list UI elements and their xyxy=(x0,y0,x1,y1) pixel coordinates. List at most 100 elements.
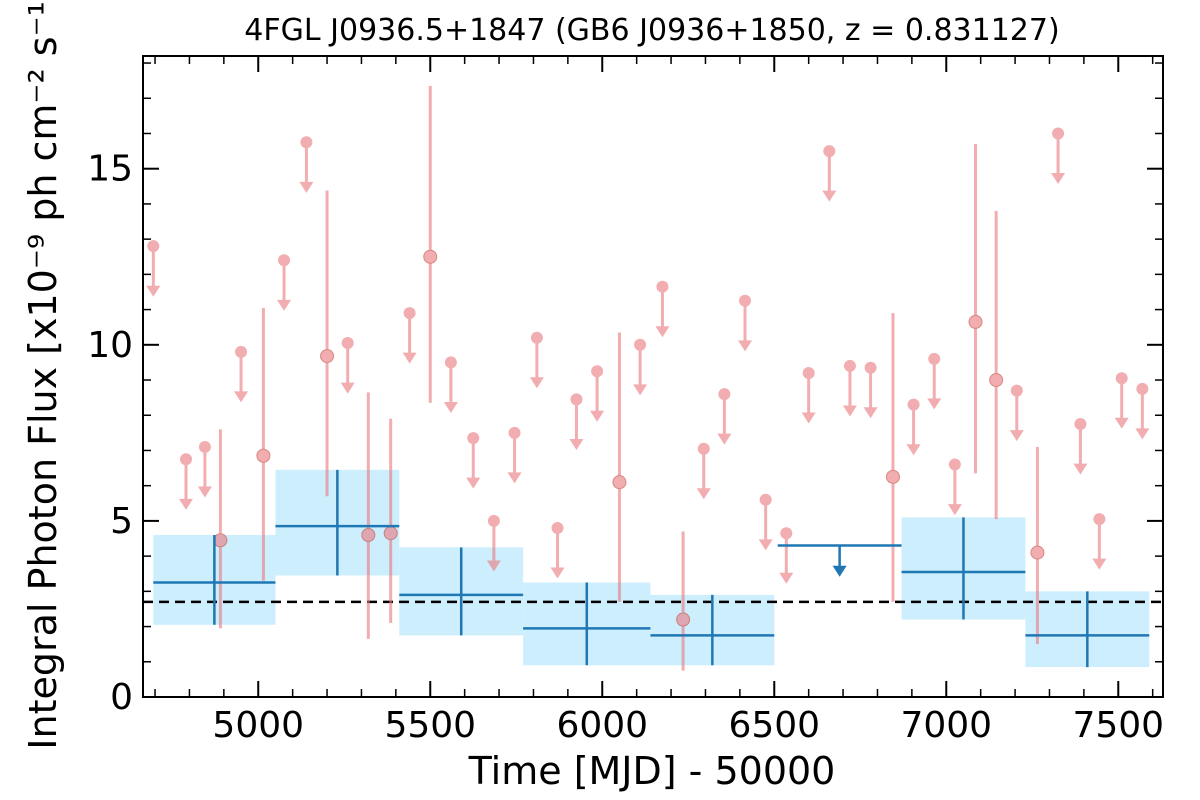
short-bin-point xyxy=(423,249,438,264)
upper-limit-point xyxy=(1093,513,1106,526)
short-bin-upper-limit xyxy=(906,398,921,456)
axes: 5000 5500 6000 6500 7000 7500 0 5 10 15 xyxy=(87,55,1164,746)
upper-limit-arrow-head xyxy=(590,410,605,422)
short-bin-upper-limit xyxy=(842,359,857,417)
long-bin-detection xyxy=(1025,591,1150,668)
short-bin-upper-limit xyxy=(443,356,458,413)
upper-limit-point xyxy=(1074,418,1087,431)
upper-limit-arrow-head xyxy=(234,391,249,403)
y-tick-label: 10 xyxy=(87,325,133,366)
long-bin-detection xyxy=(523,582,651,666)
short-bin-upper-limit xyxy=(779,527,794,584)
short-bin-detection xyxy=(1030,446,1045,645)
short-bin-upper-limit xyxy=(466,432,481,489)
short-bin-upper-limit xyxy=(299,136,314,193)
short-bin-detection xyxy=(612,332,627,602)
short-bin-point xyxy=(612,475,627,490)
upper-limit-arrow-head xyxy=(863,407,878,419)
upper-limit-arrow-head xyxy=(146,285,161,297)
short-bin-upper-limit xyxy=(197,440,212,498)
upper-limit-point xyxy=(948,458,961,471)
upper-limit-point xyxy=(508,426,521,439)
short-bin-upper-limit xyxy=(927,352,942,410)
short-bin-point xyxy=(320,349,335,364)
upper-limit-arrow-head xyxy=(507,472,522,484)
short-bin-upper-limit xyxy=(738,294,753,352)
upper-limit-arrow-head xyxy=(717,433,732,445)
upper-limit-arrow-head xyxy=(197,486,212,498)
x-tick-label: 7000 xyxy=(900,705,992,746)
short-bin-upper-limit xyxy=(633,338,648,396)
short-bin-upper-limit xyxy=(340,337,355,394)
upper-limit-point xyxy=(1115,372,1128,385)
short-bin-upper-limit xyxy=(234,345,249,403)
upper-limit-point xyxy=(864,361,877,374)
short-bin-series xyxy=(146,85,1150,671)
upper-limit-arrow-head xyxy=(779,572,794,584)
upper-limit-point xyxy=(1052,127,1065,140)
x-tick-label: 7500 xyxy=(1072,705,1164,746)
short-bin-upper-limit xyxy=(1135,382,1150,440)
upper-limit-arrow-head xyxy=(655,326,670,338)
upper-limit-arrow-head xyxy=(947,504,962,516)
x-tick-label: 6500 xyxy=(728,705,820,746)
short-bin-detection xyxy=(968,144,983,474)
short-bin-upper-limit xyxy=(1009,384,1024,442)
upper-limit-arrow-head xyxy=(340,382,355,394)
short-bin-upper-limit xyxy=(758,493,773,551)
upper-limit-point xyxy=(487,514,500,527)
upper-limit-arrow-head xyxy=(822,190,837,202)
x-tick-label: 5000 xyxy=(212,705,304,746)
y-tick-label: 5 xyxy=(110,501,133,542)
upper-limit-arrow-head xyxy=(842,405,857,417)
short-bin-point xyxy=(256,448,271,463)
short-bin-detection xyxy=(256,307,271,581)
long-bin-detection xyxy=(650,594,775,666)
upper-limit-arrow-head xyxy=(299,181,314,193)
short-bin-upper-limit xyxy=(550,521,565,579)
upper-limit-arrow-head xyxy=(758,539,773,551)
x-tick-label: 6000 xyxy=(556,705,648,746)
x-axis-title: Time [MJD] - 50000 xyxy=(468,749,836,793)
upper-limit-point xyxy=(802,366,815,379)
upper-limit-point xyxy=(759,493,772,506)
upper-limit-point xyxy=(928,352,941,365)
upper-limit-point xyxy=(403,307,416,320)
long-bin-error-bands xyxy=(153,469,1150,668)
upper-limit-point xyxy=(656,280,669,293)
upper-limit-point xyxy=(444,356,457,369)
short-bin-detection xyxy=(989,210,1004,520)
short-bin-upper-limit xyxy=(507,426,522,484)
upper-limit-arrow-head xyxy=(1073,463,1088,475)
upper-limit-arrow-head xyxy=(179,498,194,510)
short-bin-point xyxy=(383,526,398,541)
y-tick-label: 0 xyxy=(110,677,133,718)
long-bin-detection xyxy=(399,547,524,636)
upper-limit-point xyxy=(591,365,604,378)
x-tick-label: 5500 xyxy=(384,705,476,746)
upper-limit-point xyxy=(570,393,583,406)
y-tick-label: 15 xyxy=(87,149,133,190)
short-bin-detection xyxy=(676,531,691,671)
upper-limit-point xyxy=(147,240,160,253)
long-bin-upper-limit xyxy=(777,544,902,577)
upper-limit-point xyxy=(278,254,291,267)
short-bin-upper-limit xyxy=(655,280,670,338)
long-bin-detection xyxy=(901,517,1026,620)
long-bin-detection xyxy=(275,469,400,576)
upper-limit-arrow-head xyxy=(1135,428,1150,440)
short-bin-upper-limit xyxy=(1051,127,1066,185)
upper-limit-point xyxy=(551,521,564,534)
upper-limit-arrow-head xyxy=(466,477,481,489)
upper-limit-point xyxy=(739,294,752,307)
plot-frame xyxy=(142,55,1164,698)
short-bin-point xyxy=(968,314,983,329)
short-bin-upper-limit xyxy=(947,458,962,516)
short-bin-upper-limit xyxy=(402,307,417,364)
upper-limit-point xyxy=(467,432,480,445)
upper-limit-arrow-head xyxy=(402,352,417,364)
short-bin-upper-limit xyxy=(146,240,161,297)
short-bin-point xyxy=(361,527,376,542)
upper-limit-arrow-head xyxy=(801,412,816,424)
